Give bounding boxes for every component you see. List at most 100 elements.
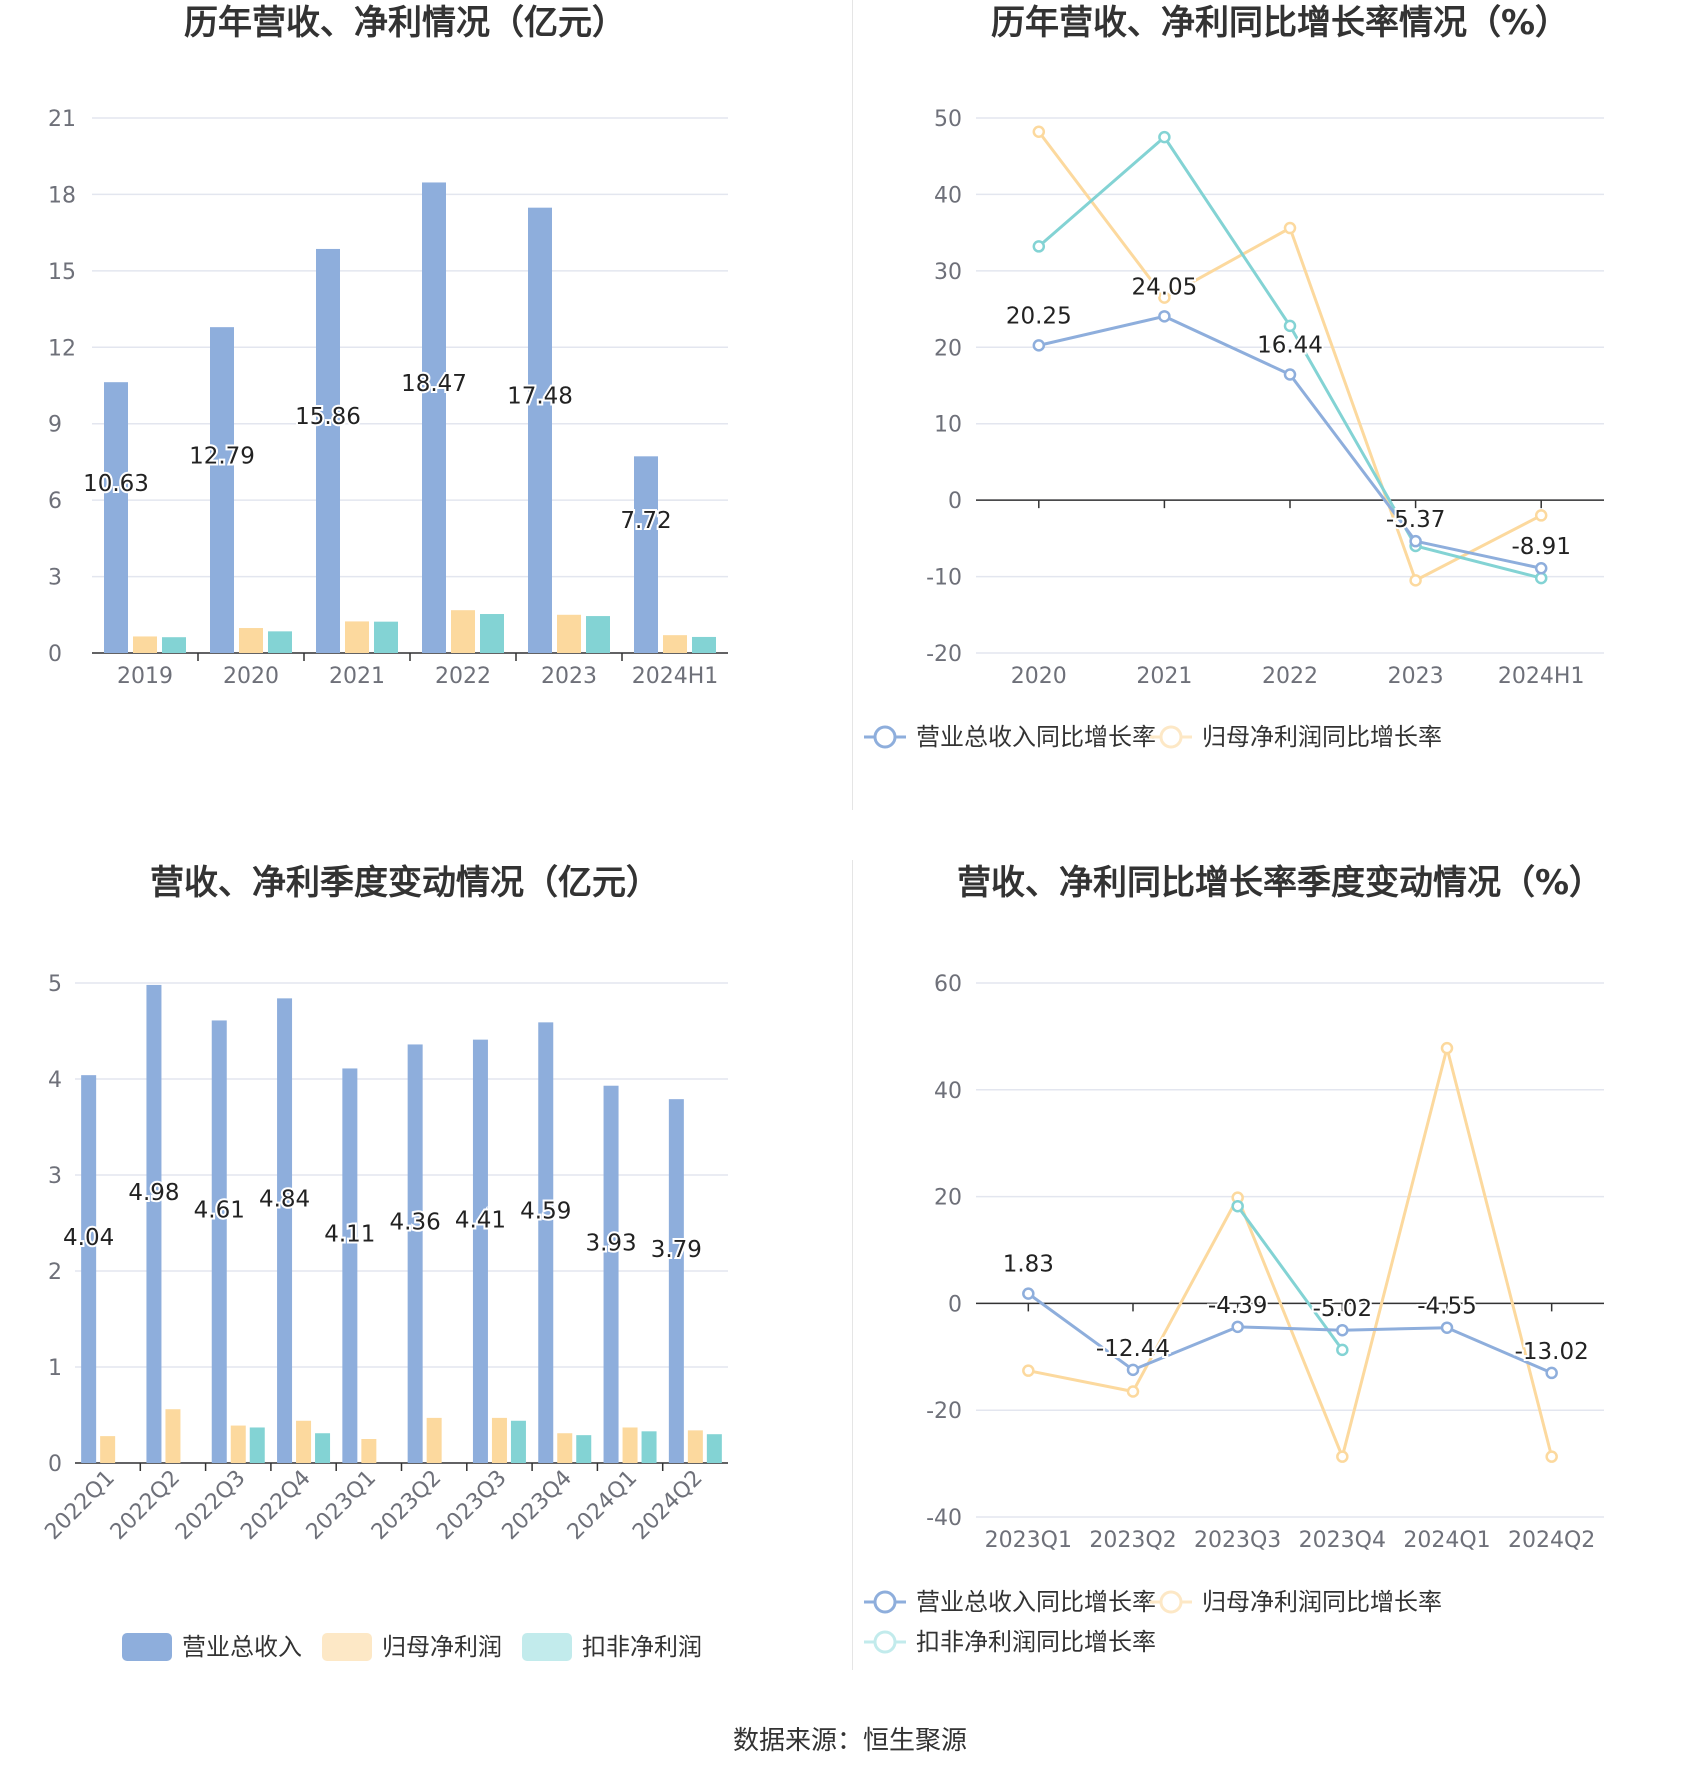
bar-deducted-profit <box>586 616 610 653</box>
y-tick-label: 15 <box>48 260 76 285</box>
data-point <box>1032 240 1046 253</box>
y-tick-label: 9 <box>48 413 62 438</box>
bar-net-profit <box>687 1430 703 1463</box>
y-tick-label: 50 <box>934 107 962 132</box>
x-tick-label: 2024H1 <box>1498 664 1585 689</box>
data-point <box>1409 574 1422 587</box>
bar-net-profit <box>361 1439 377 1463</box>
x-tick-label: 2024Q1 <box>1403 1528 1490 1553</box>
data-point <box>1336 1450 1349 1463</box>
legend-label: 扣非净利润 <box>582 1633 702 1661</box>
data-label: 12.79 <box>189 443 255 469</box>
bar-deducted-profit <box>249 1427 265 1463</box>
bar-net-profit <box>165 1409 181 1463</box>
x-tick-label: 2022 <box>1262 664 1318 689</box>
legend-label: 营业总收入同比增长率 <box>916 1588 1156 1616</box>
bar-net-profit <box>557 614 581 653</box>
data-point <box>1409 534 1422 548</box>
data-point <box>1032 125 1046 139</box>
data-point <box>1158 130 1171 144</box>
data-label: 4.11 <box>324 1222 375 1248</box>
bar-net-profit <box>100 1436 116 1463</box>
bar-revenue <box>472 1039 488 1463</box>
vertical-divider-bottom <box>852 860 853 1670</box>
vertical-divider-top <box>852 0 853 810</box>
y-tick-label: 1 <box>48 1356 62 1381</box>
x-tick-label: 2023Q3 <box>1194 1528 1281 1553</box>
data-point <box>1022 1287 1035 1300</box>
bar-deducted-profit <box>162 637 186 653</box>
x-tick-label: 2023Q1 <box>985 1528 1072 1553</box>
bar-net-profit <box>239 628 263 653</box>
x-tick-label: 2024H1 <box>632 664 719 689</box>
data-label: -12.44 <box>1096 1336 1170 1362</box>
bar-deducted-profit <box>576 1435 592 1463</box>
bar-deducted-profit <box>510 1420 526 1463</box>
bar-deducted-profit <box>480 614 504 653</box>
legend-label: 营业总收入同比增长率 <box>916 723 1156 751</box>
data-label: -4.55 <box>1417 1294 1477 1320</box>
x-tick-label: 2022 <box>435 664 491 689</box>
data-point <box>1283 368 1297 381</box>
legend-swatch <box>522 1633 572 1661</box>
bar-revenue <box>634 456 658 653</box>
y-tick-label: 40 <box>934 183 962 208</box>
x-tick-label: 2023 <box>1388 664 1444 689</box>
quarterly-growth-rate-svg: 营收、净利同比增长率季度变动情况（%） -40 -20 0 20 40 60 2023Q1 20… <box>864 863 1604 1656</box>
bar-net-profit <box>133 636 157 653</box>
legend-marker <box>873 1590 897 1614</box>
x-tick-label: 2023Q2 <box>367 1466 446 1545</box>
x-tick-label: 2023Q4 <box>498 1466 577 1545</box>
bar-net-profit <box>230 1425 246 1463</box>
data-label: -5.02 <box>1313 1296 1373 1322</box>
x-tick-label: 2022Q1 <box>40 1466 119 1545</box>
y-tick-label: 30 <box>934 260 962 285</box>
y-tick-label: 10 <box>934 413 962 438</box>
x-tick-label: 2024Q2 <box>1508 1528 1595 1553</box>
data-label: -13.02 <box>1515 1339 1589 1365</box>
data-point <box>1336 1343 1349 1357</box>
bar-deducted-profit <box>706 1434 722 1463</box>
data-label: 4.41 <box>455 1207 506 1233</box>
legend-label: 扣非净利润同比增长率 <box>916 1628 1156 1656</box>
bar-revenue <box>81 1075 97 1463</box>
y-tick-label: 40 <box>934 1079 962 1104</box>
x-tick-label: 2020 <box>1011 664 1067 689</box>
bar-revenue <box>342 1068 358 1463</box>
bar-net-profit <box>491 1417 507 1463</box>
x-tick-label: 2023Q3 <box>432 1466 511 1545</box>
bar-net-profit <box>345 621 369 653</box>
data-label: -8.91 <box>1511 534 1571 560</box>
data-label: 4.61 <box>194 1198 245 1224</box>
bar-deducted-profit <box>374 621 398 653</box>
data-label: 20.25 <box>1006 303 1072 329</box>
y-tick-label: 18 <box>48 183 76 208</box>
data-point <box>1534 571 1548 585</box>
bar-revenue <box>146 984 162 1463</box>
legend-marker <box>873 1630 897 1654</box>
chart-annual-revenue-profit: 历年营收、净利情况（亿元） 0 3 6 9 12 15 18 21 10.63 2019 12.79 2… <box>0 0 850 760</box>
data-point <box>1126 1363 1140 1377</box>
data-label: -5.37 <box>1386 507 1446 533</box>
series-line <box>1027 1292 1553 1375</box>
y-tick-label: 0 <box>48 642 62 667</box>
bar-net-profit <box>451 610 475 653</box>
annual-revenue-profit-svg: 历年营收、净利情况（亿元） 0 3 6 9 12 15 18 21 10.63 2019 12.79 2… <box>48 3 728 689</box>
data-point <box>1231 1199 1244 1213</box>
data-point <box>1022 1364 1035 1377</box>
y-tick-label: 0 <box>948 489 962 514</box>
x-tick-label: 2021 <box>1136 664 1192 689</box>
data-label: 4.04 <box>63 1225 114 1251</box>
series-line <box>1028 1047 1554 1462</box>
bar-net-profit <box>557 1433 573 1463</box>
data-label: 4.98 <box>128 1180 179 1206</box>
x-tick-label: 2023Q4 <box>1299 1528 1386 1553</box>
x-tick-label: 2024Q1 <box>563 1466 642 1545</box>
data-label: 4.59 <box>520 1199 571 1225</box>
bar-revenue <box>538 1022 554 1463</box>
x-tick-label: 2022Q3 <box>171 1466 250 1545</box>
data-label: -4.39 <box>1208 1293 1268 1319</box>
bar-revenue <box>668 1099 684 1463</box>
legend-swatch <box>322 1633 372 1661</box>
data-label: 24.05 <box>1131 274 1197 300</box>
